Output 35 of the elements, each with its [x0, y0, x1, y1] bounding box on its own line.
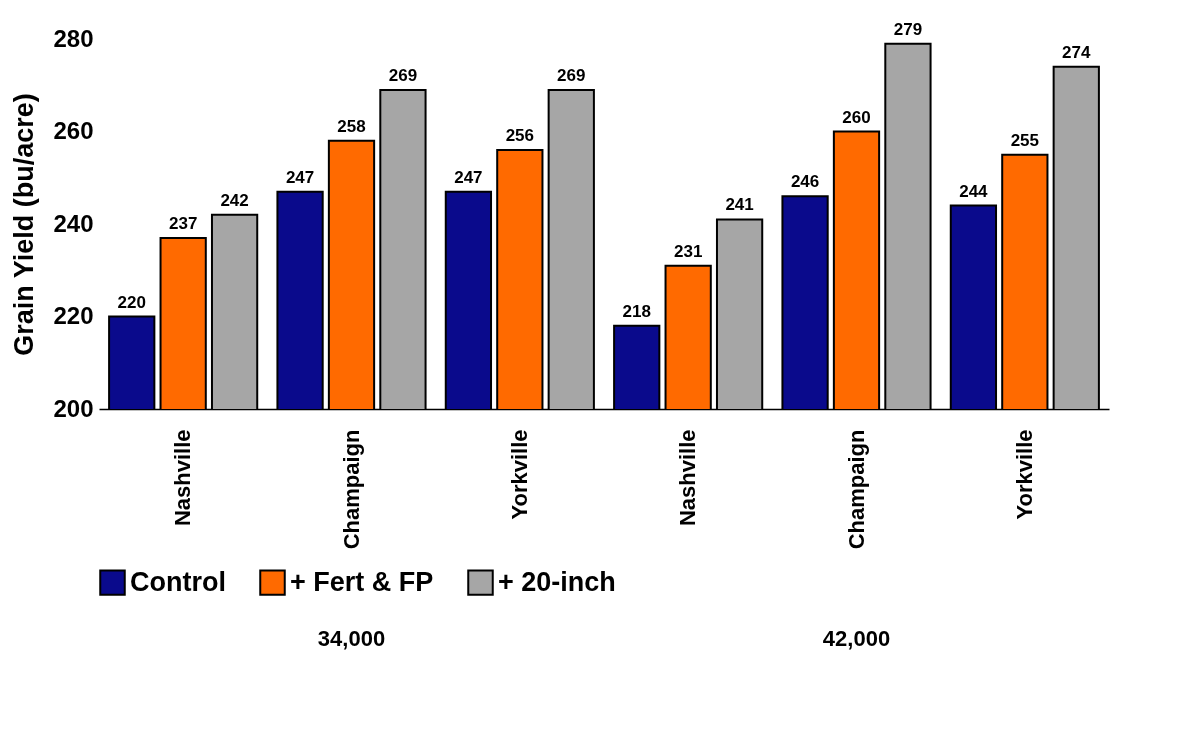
y-tick-label: 220	[53, 302, 94, 329]
x-tick-label: Nashville	[170, 429, 196, 527]
data-label: 231	[673, 241, 703, 261]
data-label: 220	[117, 292, 146, 312]
y-tick-label: 260	[53, 117, 94, 144]
data-label: 218	[622, 301, 651, 321]
x-tick-label: Yorkville	[506, 429, 532, 520]
legend-label: Control	[130, 566, 226, 597]
text: 34,000	[317, 626, 386, 651]
data-label: 269	[388, 65, 418, 85]
data-label: 237	[168, 213, 198, 233]
x-tick-label: Champaign	[338, 429, 364, 550]
data-label: 246	[790, 172, 820, 192]
data-label: 260	[842, 107, 871, 127]
y-axis-title: Grain Yield (bu/acre)	[9, 93, 40, 356]
data-label: 256	[505, 126, 535, 145]
x-tick-label: Champaign	[843, 429, 869, 550]
x-tick-label: Yorkville	[1011, 429, 1037, 520]
data-label: 242	[220, 190, 249, 210]
data-label: 241	[725, 195, 754, 215]
data-label: 274	[1062, 42, 1091, 62]
text: 42,000	[822, 626, 891, 651]
y-tick-label: 240	[53, 209, 94, 237]
data-label: 269	[557, 65, 586, 85]
data-label: 255	[1010, 130, 1040, 150]
data-label: 247	[454, 167, 483, 187]
data-label: 279	[893, 19, 923, 39]
data-label: 258	[337, 116, 366, 136]
legend-label: + Fert & FP	[290, 566, 434, 597]
data-label: 244	[959, 181, 989, 201]
x-tick-label: Nashville	[675, 429, 701, 527]
y-tick-label: 200	[53, 394, 94, 422]
legend-label: + 20-inch	[498, 566, 616, 597]
data-label: 247	[285, 167, 315, 187]
y-tick-label: 280	[53, 24, 94, 52]
